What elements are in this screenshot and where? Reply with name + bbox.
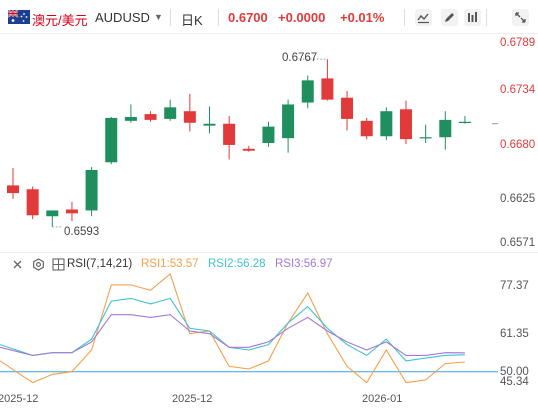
rsi-series-line-rsi2	[0, 297, 465, 362]
x-axis-label: 2025-12	[172, 393, 213, 405]
rsi3-value: RSI3:56.97	[275, 258, 333, 270]
pair-name-cn[interactable]: 澳元/美元	[32, 13, 88, 28]
price-axis-label: 0.6625	[500, 193, 536, 205]
candle-body	[341, 97, 354, 119]
rsi-params[interactable]: RSI(7,14,21)	[67, 258, 133, 270]
panel-divider	[0, 252, 538, 253]
rsi-axis-label: 50.00	[500, 366, 529, 378]
candle-body	[321, 78, 334, 100]
candle-body	[242, 148, 255, 151]
candle-body	[144, 114, 157, 120]
line-chart-icon[interactable]	[414, 8, 433, 27]
candle-body	[419, 137, 432, 139]
x-axis-label: 2026-01	[362, 393, 403, 405]
price-axis-label: 0.6680	[500, 139, 536, 151]
candle-body	[85, 169, 98, 211]
candle-body	[46, 210, 59, 217]
symbol-selector[interactable]: AUDUSD	[95, 10, 150, 25]
price-change: +0.0000	[278, 10, 326, 25]
candle-body	[164, 107, 177, 119]
candle-body	[223, 123, 236, 145]
rsi-axis-label: 77.37	[500, 280, 529, 292]
fullscreen-icon[interactable]	[511, 8, 530, 27]
rsi-series-line-rsi1	[0, 273, 465, 384]
close-icon[interactable]	[12, 259, 23, 270]
header-divider	[170, 9, 171, 26]
high-price-label: 0.6767	[282, 52, 318, 64]
candle-body	[124, 116, 137, 121]
rsi2-value: RSI2:56.28	[208, 258, 266, 270]
price-axis-label: 0.6789	[500, 37, 536, 49]
rsi-axis-label: 61.35	[500, 328, 529, 340]
rsi1-value: RSI1:53.57	[141, 258, 199, 270]
candle-body	[262, 126, 275, 143]
x-axis-label: 2025-12	[0, 393, 39, 405]
indicator-toggle-icon[interactable]	[52, 258, 65, 271]
pencil-icon[interactable]	[440, 8, 459, 27]
rsi-axis-label: 45.34	[500, 376, 529, 388]
candle-body	[400, 109, 412, 140]
candle-body	[203, 123, 216, 126]
australia-flag-icon	[8, 10, 30, 24]
indicator-icon[interactable]	[463, 8, 482, 27]
low-price-label: 0.6593	[64, 226, 100, 238]
candle-body	[105, 117, 118, 163]
price-axis-label: 0.6571	[500, 237, 536, 249]
candle-body	[439, 119, 452, 138]
candle-body	[301, 80, 314, 103]
candle-body	[282, 104, 295, 139]
candle-body	[26, 189, 39, 216]
last-price: 0.6700	[228, 10, 268, 25]
candle-body	[7, 185, 19, 194]
candle-body	[65, 209, 78, 214]
header-divider	[218, 9, 219, 26]
rsi-chart[interactable]	[0, 272, 538, 390]
candlestick-chart[interactable]	[0, 34, 538, 252]
price-axis-label: 0.6734	[500, 84, 536, 96]
timeframe-selector[interactable]: 日K	[181, 13, 203, 28]
candle-body	[458, 121, 471, 123]
header-divider-line	[0, 33, 538, 34]
chevron-down-icon[interactable]: ▼	[154, 12, 163, 22]
rsi-series-line-rsi3	[0, 314, 465, 356]
candle-body	[360, 120, 373, 137]
candle-body	[183, 111, 196, 123]
header-divider	[404, 9, 405, 26]
header-divider	[486, 9, 487, 26]
candle-body	[380, 111, 393, 137]
price-change-percent: +0.01%	[340, 10, 385, 25]
settings-icon[interactable]	[32, 258, 45, 271]
